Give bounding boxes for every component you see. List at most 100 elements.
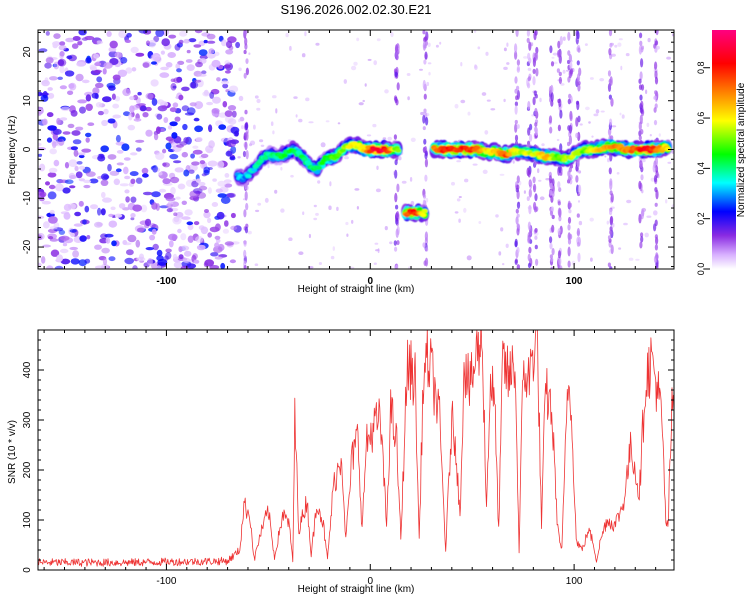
streak-blob	[535, 258, 539, 266]
noise-blob	[458, 196, 462, 198]
streak-blob	[549, 242, 553, 250]
streak-blob	[640, 45, 645, 50]
noise-blob	[410, 137, 416, 142]
noise-blob	[658, 133, 661, 137]
noise-blob	[45, 31, 50, 36]
noise-blob	[160, 128, 165, 132]
noise-blob	[39, 163, 46, 172]
noise-blob	[145, 106, 152, 112]
noise-blob	[390, 31, 394, 38]
noise-blob	[124, 39, 131, 43]
noise-blob	[295, 114, 298, 118]
noise-blob	[229, 259, 236, 264]
noise-blob	[387, 136, 393, 141]
streak-blob	[396, 240, 400, 246]
streak-blob	[245, 131, 249, 141]
streak-blob	[394, 169, 398, 179]
noise-blob	[48, 167, 58, 173]
noise-blob	[54, 265, 64, 269]
noise-blob	[122, 88, 131, 97]
noise-blob	[407, 96, 410, 101]
noise-blob	[59, 248, 69, 254]
noise-blob	[208, 48, 215, 54]
noise-blob	[409, 177, 413, 182]
streak-blob	[653, 119, 658, 126]
noise-blob	[217, 243, 225, 252]
streak-blob	[655, 189, 659, 200]
noise-blob	[212, 96, 221, 104]
noise-blob	[578, 170, 582, 174]
x-tick-label: 100	[566, 276, 583, 287]
noise-blob	[204, 259, 215, 267]
noise-blob	[121, 143, 130, 151]
noise-blob	[91, 92, 99, 99]
noise-blob	[619, 112, 622, 116]
noise-blob	[197, 73, 207, 77]
noise-blob	[593, 113, 599, 117]
streak-blob	[567, 170, 571, 178]
streak-blob	[532, 76, 536, 86]
noise-blob	[130, 46, 139, 54]
noise-blob	[85, 57, 92, 64]
noise-blob	[343, 79, 347, 84]
streak-blob	[527, 52, 531, 61]
noise-blob	[466, 255, 472, 261]
noise-blob	[151, 61, 157, 65]
noise-blob	[458, 218, 461, 223]
streak-blob	[393, 240, 397, 246]
noise-blob	[562, 36, 566, 41]
noise-blob	[571, 260, 576, 266]
noise-blob	[167, 125, 173, 130]
noise-blob	[336, 206, 339, 211]
noise-blob	[604, 155, 607, 158]
streak-blob	[534, 51, 539, 61]
noise-blob	[328, 205, 332, 211]
noise-blob	[103, 62, 113, 69]
streak-blob	[532, 68, 536, 74]
streak-blob	[243, 249, 247, 258]
noise-blob	[96, 76, 103, 83]
noise-blob	[74, 165, 79, 172]
y-tick-label: 0	[22, 146, 33, 152]
noise-blob	[90, 204, 98, 210]
noise-blob	[249, 143, 252, 147]
noise-blob	[206, 40, 216, 44]
streak-blob	[423, 108, 427, 114]
noise-blob	[100, 208, 106, 216]
noise-blob	[78, 200, 84, 207]
noise-blob	[125, 67, 133, 74]
noise-blob	[224, 220, 229, 227]
noise-blob	[109, 58, 119, 65]
noise-blob	[384, 89, 389, 94]
noise-blob	[162, 178, 171, 185]
streak-blob	[558, 76, 563, 84]
streak-blob	[515, 95, 519, 101]
noise-blob	[48, 216, 58, 224]
noise-blob	[173, 216, 180, 223]
noise-blob	[498, 251, 502, 256]
noise-blob	[247, 230, 252, 235]
streak-blob	[567, 31, 571, 41]
noise-blob	[101, 191, 106, 199]
ridge-blob	[664, 147, 672, 152]
noise-blob	[426, 81, 430, 87]
streak-blob	[569, 62, 573, 70]
noise-blob	[49, 76, 58, 81]
noise-blob	[539, 97, 542, 103]
streak-blob	[516, 246, 520, 254]
noise-blob	[600, 110, 605, 113]
noise-blob	[376, 165, 379, 170]
noise-blob	[641, 159, 646, 163]
streak-blob	[557, 50, 561, 58]
noise-blob	[589, 77, 594, 80]
noise-blob	[52, 141, 57, 149]
streak-blob	[527, 262, 532, 269]
streak-blob	[396, 82, 400, 91]
streak-blob	[244, 43, 248, 50]
streak-blob	[394, 44, 399, 52]
noise-blob	[135, 177, 143, 184]
noise-blob	[160, 66, 169, 71]
noise-blob	[298, 118, 303, 123]
noise-blob	[69, 175, 77, 179]
